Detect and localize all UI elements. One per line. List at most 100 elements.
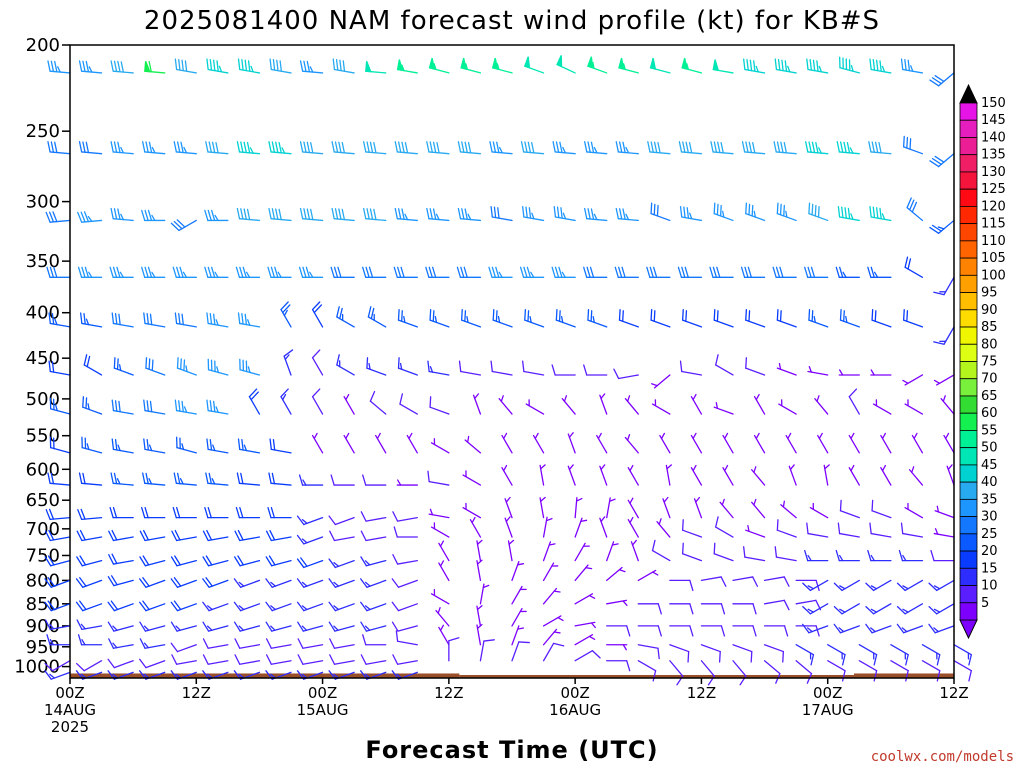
barb-shaft xyxy=(795,660,813,675)
barb-half-feather xyxy=(57,66,61,73)
barb-feather xyxy=(614,266,619,278)
wind-barb xyxy=(532,432,545,454)
barb-feather xyxy=(82,472,86,485)
barb-half-feather xyxy=(870,554,875,562)
wind-barb xyxy=(637,603,662,615)
barb-feather xyxy=(552,141,556,153)
barb-feather xyxy=(76,662,85,672)
barb-half-feather xyxy=(618,569,626,573)
wind-barb xyxy=(574,542,590,562)
barb-feather xyxy=(968,670,972,682)
barb-feather xyxy=(244,313,248,326)
x-tick-label: 16AUG xyxy=(549,701,601,719)
barb-half-feather xyxy=(936,505,940,513)
barb-half-feather xyxy=(631,539,637,546)
barb-half-feather xyxy=(181,443,185,451)
barb-feather xyxy=(82,141,86,153)
wind-barb xyxy=(392,511,418,522)
barb-half-feather xyxy=(301,518,308,524)
barb-half-feather xyxy=(439,560,445,567)
barb-feather xyxy=(269,58,272,71)
wind-barb xyxy=(108,529,134,542)
wind-barb xyxy=(142,141,166,155)
barb-feather xyxy=(296,515,305,526)
barb-half-feather xyxy=(183,146,188,154)
barb-feather xyxy=(243,208,247,220)
barb-half-feather xyxy=(517,627,525,630)
barb-half-feather xyxy=(622,600,628,606)
barb-feather xyxy=(84,266,90,278)
wind-barb xyxy=(930,549,955,562)
barb-feather xyxy=(936,654,941,666)
barb-feather xyxy=(146,313,150,325)
barb-feather xyxy=(236,141,241,153)
wind-barb xyxy=(427,360,450,376)
barb-half-feather xyxy=(215,406,219,413)
wind-barb xyxy=(391,621,418,632)
barb-feather xyxy=(774,546,778,558)
wind-barb xyxy=(808,202,829,222)
wind-barb xyxy=(360,530,387,542)
barb-feather xyxy=(373,141,377,154)
barb-feather xyxy=(270,266,276,278)
barb-feather xyxy=(173,141,178,153)
barb-shaft xyxy=(365,516,387,522)
barb-feather xyxy=(139,601,147,612)
wind-barb xyxy=(732,603,757,615)
barb-feather xyxy=(750,650,753,663)
barb-shaft xyxy=(523,370,545,376)
barb-feather xyxy=(865,623,873,634)
barb-feather xyxy=(710,141,714,153)
barb-half-feather xyxy=(397,479,402,486)
colorbar-label: 40 xyxy=(981,475,998,490)
wind-barb xyxy=(650,202,671,222)
wind-barb xyxy=(457,207,482,222)
barb-feather xyxy=(804,266,809,278)
barb-feather xyxy=(265,601,273,612)
wind-barb xyxy=(599,464,608,486)
wind-barb xyxy=(763,644,785,663)
barb-half-feather xyxy=(211,478,216,485)
wind-barb xyxy=(328,601,355,612)
barb-feather xyxy=(905,654,909,666)
barb-shaft xyxy=(732,576,754,582)
barb-feather xyxy=(399,393,404,405)
colorbar-label: 20 xyxy=(981,544,998,559)
barb-feather xyxy=(206,312,209,325)
wind-barb xyxy=(732,660,747,686)
barb-feather xyxy=(745,357,748,369)
barb-feather xyxy=(360,530,367,542)
barb-feather xyxy=(716,203,719,216)
barb-shaft xyxy=(763,599,785,605)
barb-feather xyxy=(47,577,56,587)
barb-feather xyxy=(811,141,816,154)
barb-feather xyxy=(904,256,909,268)
wind-barb xyxy=(393,266,418,278)
barb-feather xyxy=(401,310,403,322)
wind-barb xyxy=(511,560,525,582)
wind-barb xyxy=(47,141,71,155)
x-tick-label: 12Z xyxy=(687,684,716,702)
wind-barb xyxy=(606,497,616,519)
barb-half-feather xyxy=(404,213,409,221)
wind-barb xyxy=(659,432,671,454)
barb-half-feather xyxy=(845,316,848,324)
colorbar-swatch xyxy=(959,102,978,121)
barb-feather xyxy=(833,623,842,634)
wind-barb xyxy=(943,432,955,454)
wind-barb xyxy=(650,374,671,389)
barb-feather xyxy=(143,529,150,541)
colorbar-swatch xyxy=(959,395,978,414)
wind-barb xyxy=(567,464,576,486)
wind-barb xyxy=(618,57,639,74)
barb-feather xyxy=(687,650,690,663)
barb-half-feather xyxy=(498,271,503,278)
barb-feather xyxy=(85,397,88,410)
wind-barb xyxy=(880,432,892,454)
barb-feather xyxy=(583,364,588,376)
barb-half-feather xyxy=(593,213,598,221)
barb-feather xyxy=(522,205,525,218)
y-tick-label: 600 xyxy=(26,459,60,480)
barb-half-feather xyxy=(476,559,483,565)
barb-feather xyxy=(265,654,272,665)
